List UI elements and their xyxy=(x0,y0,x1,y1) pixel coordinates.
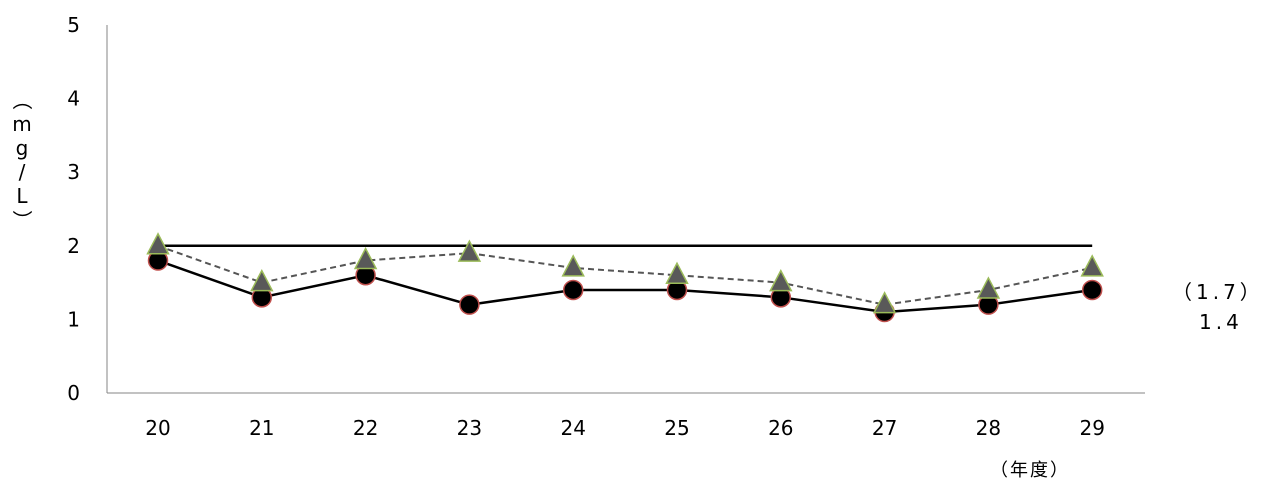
y-tick-label: 1 xyxy=(67,307,80,331)
series-line xyxy=(157,244,1093,306)
x-tick-label: 22 xyxy=(353,416,378,440)
series-group xyxy=(146,232,1104,323)
x-tick-label: 25 xyxy=(664,416,689,440)
series-1 xyxy=(157,244,1093,306)
series-line xyxy=(157,259,1093,314)
data-point xyxy=(353,246,378,270)
axes xyxy=(106,25,1145,394)
x-tick-label: 23 xyxy=(457,416,482,440)
y-tick-labels: 0 1 2 3 4 5 xyxy=(67,13,80,405)
x-tick-label: 20 xyxy=(145,416,170,440)
x-tick-label: 26 xyxy=(768,416,793,440)
x-tick-label: 21 xyxy=(249,416,274,440)
data-point xyxy=(561,254,585,277)
y-tick-label: 4 xyxy=(67,87,80,111)
x-tick-label: 28 xyxy=(976,416,1001,440)
y-axis-label: （mg/L） xyxy=(10,90,34,230)
y-axis-label-char: g xyxy=(16,136,29,160)
y-tick-label: 5 xyxy=(67,13,80,37)
x-tick-label: 27 xyxy=(872,416,897,440)
y-axis-label-char: （ xyxy=(10,90,34,110)
annotation-dashed-end: （1.7） xyxy=(1172,280,1264,304)
x-tick-labels: 20 21 22 23 24 25 26 27 28 29 xyxy=(145,416,1105,440)
y-axis-label-char: m xyxy=(12,112,31,136)
x-tick-label: 29 xyxy=(1079,416,1104,440)
series-2-markers xyxy=(147,250,1103,323)
data-point xyxy=(250,268,274,292)
data-point xyxy=(562,279,584,301)
data-point xyxy=(459,294,480,315)
y-axis-label-char: L xyxy=(16,184,28,208)
x-tick-label: 24 xyxy=(560,416,585,440)
data-point xyxy=(872,291,897,314)
series-2 xyxy=(157,259,1093,314)
annotation-solid-end: 1.4 xyxy=(1199,310,1243,334)
data-point xyxy=(457,239,482,262)
series-1-markers xyxy=(146,232,1104,314)
data-point xyxy=(1080,254,1104,277)
y-tick-label: 3 xyxy=(67,160,80,184)
y-tick-label: 0 xyxy=(67,381,80,405)
data-point xyxy=(976,276,1001,299)
data-point xyxy=(1081,279,1103,301)
y-axis-label-char: / xyxy=(19,160,26,184)
data-point xyxy=(769,268,793,292)
x-axis-label: （年度） xyxy=(990,460,1070,481)
y-tick-label: 2 xyxy=(67,234,80,258)
data-point xyxy=(665,261,689,284)
data-point xyxy=(146,232,170,255)
y-axis-label-char: ） xyxy=(10,210,34,230)
